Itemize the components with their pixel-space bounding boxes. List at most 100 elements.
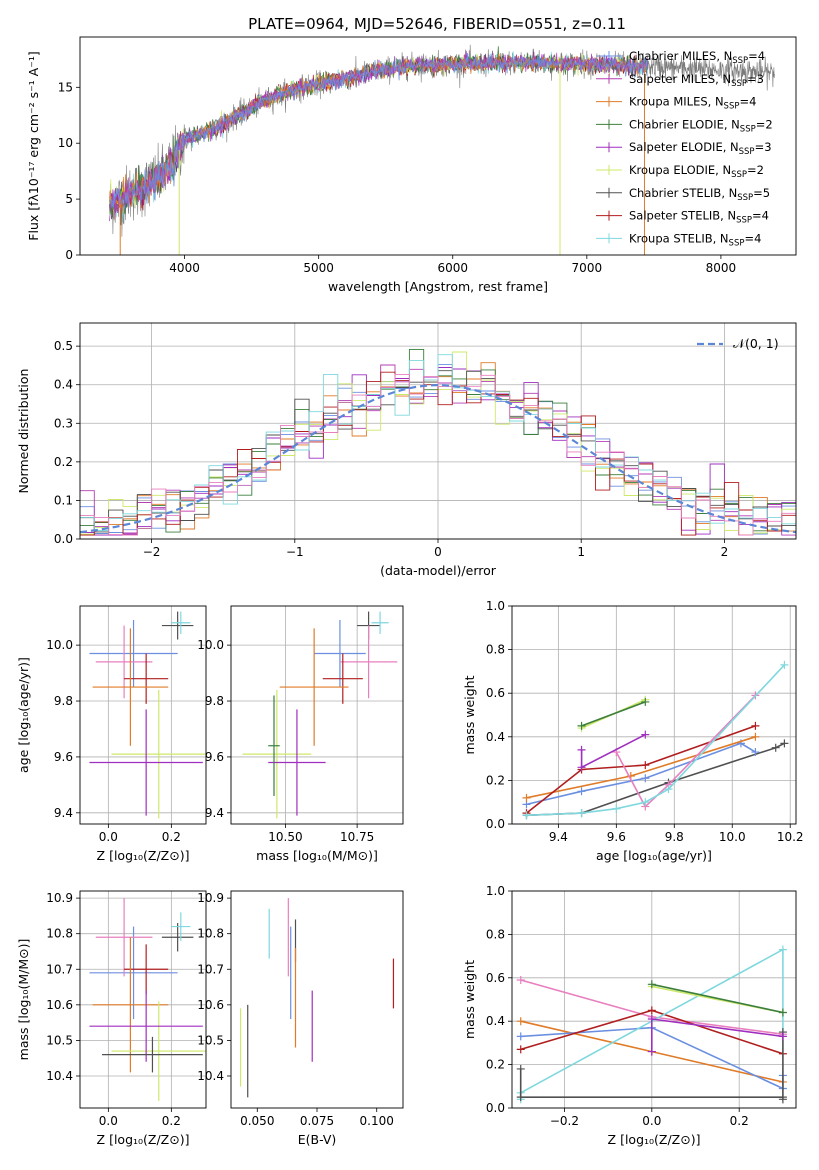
x-tick-label: 2 [721,545,729,559]
x-tick-label: 0.2 [730,1114,749,1128]
legend-label: Chabrier ELODIE, NSSP=2 [629,117,773,134]
y-axis-label: Normed distribution [16,369,31,494]
legend-label: Salpeter ELODIE, NSSP=3 [629,140,772,157]
x-axis-label: age [log₁₀(age/yr)] [596,848,712,863]
legend-label: Kroupa STELIB, NSSP=4 [629,231,761,248]
y-tick-label: 0.2 [486,773,505,787]
y-tick-label: 10.6 [197,998,224,1012]
y-tick-label: 10.9 [197,891,224,905]
y-tick-label: 10.4 [46,1069,73,1083]
plot-area-spectrum [109,44,775,255]
y-tick-label: 0.8 [486,643,505,657]
weight-series [526,742,785,817]
x-tick-label: 0.100 [360,1114,394,1128]
weight-point [577,721,586,730]
weight-point [647,980,656,989]
x-tick-label: 10.2 [777,830,804,844]
y-tick-label: 9.4 [54,806,73,820]
weight-series [526,664,785,817]
weight-point [778,1095,787,1104]
weight-point [778,1032,787,1041]
y-tick-label: 10.0 [197,638,224,652]
x-tick-label: 0.0 [642,1114,661,1128]
weight-point [751,732,760,741]
y-tick-label: 0.3 [54,416,73,430]
y-tick-label: 0.8 [486,927,505,941]
x-tick-label: 0 [434,545,442,559]
y-tick-label: 0.4 [486,730,505,744]
weight-point [780,660,789,669]
chart-mass_vs_ebv: 0.050 0.075 0.100 10.4 10.5 10.6 10.7 10.8 10.9 E… [197,890,404,1147]
y-tick-label: 10.9 [46,891,73,905]
weight-point [647,1006,656,1015]
y-tick-label: 9.8 [54,694,73,708]
x-tick-label: 0.0 [99,1114,118,1128]
x-tick-label: −2 [143,545,161,559]
weight-point [516,1064,525,1073]
legend-label: Chabrier STELIB, NSSP=5 [629,186,770,203]
y-tick-label: 0.6 [486,686,505,700]
weight-series [580,733,646,769]
x-axis-label: Z [log₁₀(Z/Z⊙)] [97,1132,190,1147]
weight-point [577,745,586,754]
chart-spectrum: 4000 5000 6000 7000 8000 0 5 10 15 wavelength [An… [26,36,797,294]
weight-point [780,739,789,748]
x-axis-label: Z [log₁₀(Z/Z⊙)] [608,1132,701,1147]
x-tick-label: 5000 [303,261,334,275]
y-tick-label: 0.0 [486,817,505,831]
legend-label: Kroupa MILES, NSSP=4 [629,95,756,112]
weight-series [526,742,756,806]
axes-frame [79,322,797,540]
y-tick-label: 0.0 [486,1101,505,1115]
weight-point [577,763,586,772]
x-tick-label: 9.4 [549,830,568,844]
weight-point [641,798,650,807]
histogram-series [80,354,796,531]
normal-curve [80,383,796,534]
y-tick-label: 10.5 [197,1033,224,1047]
weight-point [641,774,650,783]
y-tick-label: 10.8 [46,927,73,941]
legend-label: Kroupa ELODIE, NSSP=2 [629,163,764,180]
x-tick-label: 0.0 [99,830,118,844]
weight-series [581,701,646,727]
x-axis-label: mass [log₁₀(M/M⊙)] [256,848,378,863]
x-tick-label: 9.8 [665,830,684,844]
x-tick-label: 4000 [169,261,200,275]
x-tick-label: 0.2 [162,1114,181,1128]
weight-point [522,793,531,802]
chart-weight_vs_age: 9.4 9.6 9.8 10.0 10.2 0.0 0.2 0.4 0.6 0.8 1.0 age [… [462,599,804,863]
x-tick-label: 7000 [572,261,603,275]
y-tick-label: 10.4 [197,1069,224,1083]
chart-residuals: −2 −1 0 1 2 0.0 0.1 0.2 0.3 0.4 0.5 (data-model)/er… [16,322,797,578]
x-tick-label: 8000 [706,261,737,275]
y-tick-label: 10.8 [197,927,224,941]
x-tick-label: 10.75 [340,830,374,844]
y-tick-label: 9.8 [205,694,224,708]
weight-point [516,1093,525,1102]
x-tick-label: 0.075 [300,1114,334,1128]
x-tick-label: 10.0 [719,830,746,844]
y-tick-label: 1.0 [486,884,505,898]
plot-area-weight_vs_Z [516,945,787,1104]
y-tick-label: 10.5 [46,1033,73,1047]
y-axis-label: Flux [fλ10⁻¹⁷ erg cm⁻² s⁻¹ A⁻¹] [26,51,41,240]
plot-area-age_vs_Z [89,611,206,819]
weight-point [577,809,586,818]
plot-area-residuals [80,348,796,536]
weight-point [647,1015,656,1024]
axes-frame [79,605,207,825]
weight-series [526,725,756,814]
chart-age_vs_mass: 10.50 10.75 9.4 9.6 9.8 10.0 mass [log₁₀(M/M⊙)… [197,605,404,863]
x-axis-label: Z [log₁₀(Z/Z⊙)] [97,848,190,863]
weight-point [647,1047,656,1056]
y-tick-label: 10.0 [46,638,73,652]
weight-point [751,721,760,730]
weight-point [516,1045,525,1054]
x-tick-label: −1 [286,545,304,559]
histogram-series [80,371,796,536]
figure-title: PLATE=0964, MJD=52646, FIBERID=0551, z=0… [248,15,626,33]
y-tick-label: 10.7 [197,962,224,976]
weight-point [612,804,621,813]
